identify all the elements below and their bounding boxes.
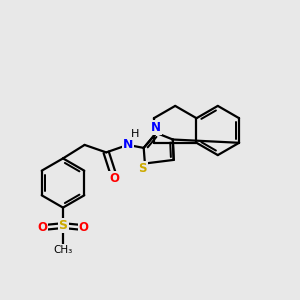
Text: H: H — [131, 129, 140, 140]
Text: N: N — [123, 137, 133, 151]
Text: O: O — [37, 220, 47, 234]
Text: S: S — [58, 219, 68, 232]
Text: S: S — [138, 162, 147, 176]
Text: N: N — [151, 121, 161, 134]
Text: O: O — [79, 220, 89, 234]
Text: O: O — [109, 172, 119, 185]
Text: CH₃: CH₃ — [53, 244, 73, 255]
